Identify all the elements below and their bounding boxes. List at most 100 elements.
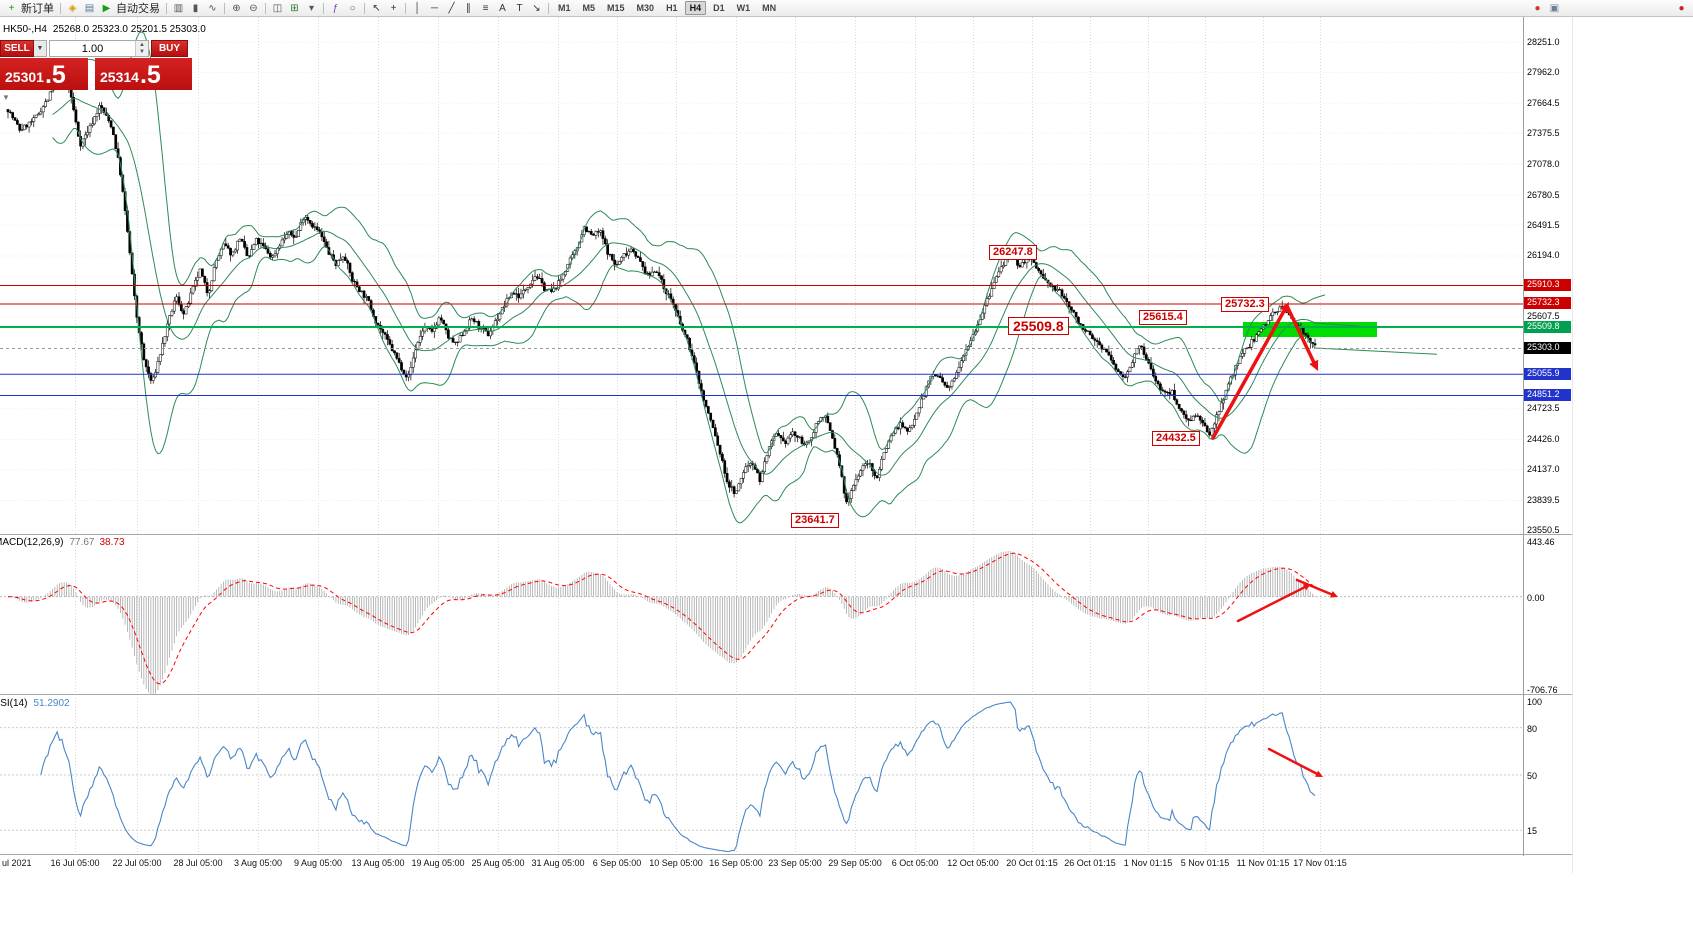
volume-input[interactable] [50, 41, 135, 56]
rsi-axis-label: 50 [1527, 771, 1538, 781]
autotrading-play-icon[interactable]: ▶ [102, 2, 111, 14]
price-axis-label: 27078.0 [1527, 158, 1560, 169]
rsi-title: RSI(14) [0, 698, 28, 709]
line-chart-icon[interactable]: ∿ [208, 2, 217, 14]
vertical-line-icon[interactable]: │ [414, 2, 421, 14]
price-axis-label: 24723.5 [1527, 403, 1560, 414]
record-icon[interactable]: ● [1534, 2, 1541, 14]
price-label-annotation[interactable]: 26247.8 [989, 245, 1037, 260]
main-chart[interactable] [0, 17, 1523, 535]
timeframe-m15-button[interactable]: M15 [607, 3, 625, 13]
date-axis-label: 23 Sep 05:00 [768, 858, 822, 868]
panel-separator[interactable] [0, 694, 1572, 696]
macd-axis-label: 443.46 [1527, 537, 1555, 547]
buy-price-button[interactable]: 25314.5 [95, 58, 192, 90]
autotrading-label[interactable]: 自动交易 [116, 3, 160, 15]
date-axis-label: 17 Nov 01:15 [1293, 858, 1347, 868]
new-order-icon[interactable]: + [8, 2, 15, 14]
timeframe-d1-button[interactable]: D1 [713, 3, 725, 13]
toolbar-separator [364, 2, 365, 14]
toolbar-separator [60, 2, 61, 14]
date-axis-label: 5 Nov 01:15 [1180, 858, 1230, 868]
trendline-icon[interactable]: ╱ [448, 2, 455, 14]
timeframe-h4-button[interactable]: H4 [684, 1, 707, 15]
text-icon[interactable]: A [499, 2, 506, 14]
price-label-annotation[interactable]: 25732.3 [1221, 297, 1269, 312]
channel-icon[interactable]: ∥ [466, 2, 471, 14]
timeframe-m1-button[interactable]: M1 [558, 3, 571, 13]
edge-icon[interactable]: ● [1678, 2, 1685, 14]
price-label-annotation[interactable]: 25509.8 [1008, 317, 1069, 335]
rsi-header: RSI(14) 51.2902 [0, 698, 70, 709]
price-axis-label: 23839.5 [1527, 495, 1560, 506]
rsi-axis-label: 80 [1527, 723, 1538, 734]
timeframe-mn-button[interactable]: MN [762, 3, 777, 13]
panel-separator[interactable] [0, 534, 1572, 536]
buy-price-frac: .5 [139, 61, 161, 89]
sell-price-button[interactable]: 25301.5 [0, 58, 88, 90]
toolbar-separator [323, 2, 324, 14]
date-axis-label: 28 Jul 05:00 [173, 858, 223, 868]
market-watch-icon[interactable]: ▤ [84, 2, 95, 14]
trade-panel-collapse-toggle[interactable]: ▼ [2, 93, 10, 102]
price-axis-badge-green: 25509.8 [1524, 320, 1571, 333]
volume-up-button[interactable]: ▲ [136, 41, 148, 49]
date-axis-label: 20 Oct 01:15 [1006, 858, 1058, 868]
date-axis-label: 9 Aug 05:00 [293, 858, 343, 868]
rsi-panel[interactable] [0, 695, 1523, 855]
cursor-icon[interactable]: ↖ [372, 2, 381, 14]
price-label-annotation[interactable]: 23641.7 [791, 513, 839, 528]
date-axis-label: 16 Jul 05:00 [50, 858, 100, 868]
label-icon[interactable]: T [516, 2, 523, 14]
new-chart-icon[interactable]: ⊞ [290, 2, 299, 14]
date-axis-label: 22 Jul 05:00 [112, 858, 162, 868]
crosshair-icon[interactable]: + [390, 2, 397, 14]
macd-axis-label: 0.00 [1527, 592, 1545, 603]
bar-chart-icon[interactable]: ▥ [173, 2, 184, 14]
profiles-icon[interactable]: ▾ [308, 2, 315, 14]
order-ticket-icon[interactable]: ◈ [68, 2, 77, 14]
chart-window-edge [1572, 17, 1573, 873]
indicators-icon[interactable]: ƒ [332, 2, 339, 14]
price-label-annotation[interactable]: 24432.5 [1152, 431, 1200, 446]
price-axis: 28251.0 27962.0 27664.5 27375.5 27078.0 26780… [1524, 17, 1572, 856]
date-axis-label: 1 Nov 01:15 [1123, 858, 1173, 868]
date-axis-label: 26 Oct 01:15 [1064, 858, 1116, 868]
tile-windows-icon[interactable]: ◫ [272, 2, 283, 14]
community-icon[interactable]: ▣ [1549, 2, 1560, 14]
timeframe-w1-button[interactable]: W1 [736, 3, 751, 13]
price-axis-label: 23550.5 [1527, 525, 1560, 536]
timeframe-m30-button[interactable]: M30 [636, 3, 655, 13]
arrows-icon[interactable]: ↘ [532, 2, 541, 14]
symbol-timeframe-label: HK50-,H4 [3, 24, 47, 35]
date-axis-label: 10 Sep 05:00 [649, 858, 703, 868]
new-order-label[interactable]: 新订单 [21, 3, 54, 15]
order-type-dropdown[interactable]: ▼ [34, 40, 47, 57]
timeframe-m5-button[interactable]: M5 [582, 3, 596, 13]
volume-down-button[interactable]: ▼ [136, 48, 148, 56]
candlestick-chart-icon[interactable]: ▮ [192, 2, 199, 14]
macd-panel[interactable] [0, 535, 1523, 695]
date-axis: ul 2021 16 Jul 05:00 22 Jul 05:00 28 Jul 05… [0, 856, 1572, 872]
price-axis-label: 26194.0 [1527, 250, 1560, 261]
panel-separator [0, 854, 1572, 856]
one-click-trading-panel: SELL ▼ ▲ ▼ BUY 25301.5 25314.5 [0, 40, 194, 90]
sell-order-type-button[interactable]: SELL [0, 40, 34, 57]
zoom-out-icon[interactable]: ⊖ [249, 2, 258, 14]
chart-ohlc-info: HK50-,H4 25268.0 25323.0 25201.5 25303.0 [3, 24, 206, 35]
fibonacci-icon[interactable]: ≡ [482, 2, 489, 14]
date-axis-label: 13 Aug 05:00 [351, 858, 405, 868]
zoom-in-icon[interactable]: ⊕ [232, 2, 241, 14]
date-axis-label: 3 Aug 05:00 [233, 858, 283, 868]
macd-main-value: 77.67 [69, 537, 95, 548]
macd-axis-label: -706.76 [1527, 685, 1558, 695]
buy-order-type-button[interactable]: BUY [151, 40, 188, 57]
horizontal-line-icon[interactable]: ─ [430, 2, 439, 14]
price-axis-badge-red: 25732.3 [1524, 297, 1571, 310]
timeframe-h1-button[interactable]: H1 [666, 3, 678, 13]
rsi-axis-label: 15 [1527, 826, 1538, 837]
periods-icon[interactable]: ○ [349, 2, 356, 14]
price-label-annotation[interactable]: 25615.4 [1139, 310, 1187, 325]
date-axis-label: 29 Sep 05:00 [828, 858, 882, 868]
